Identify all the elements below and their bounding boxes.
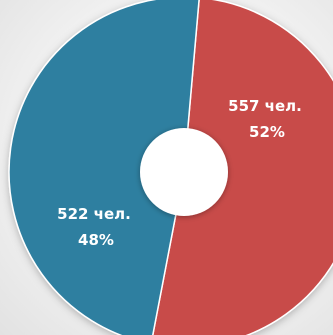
slice-percent-label-2: 48% [78,231,114,249]
slice-count-label-2: 522 чел. [57,205,131,223]
pie-slices [8,0,333,335]
pie-slice-1 [152,0,333,335]
slice-labels: 557 чел. 52% 522 чел. 48% [57,97,302,249]
slice-percent-label-1: 52% [249,123,285,141]
pie-slice-2 [8,0,200,335]
donut-hole [140,128,228,216]
slice-count-label-1: 557 чел. [228,97,302,115]
